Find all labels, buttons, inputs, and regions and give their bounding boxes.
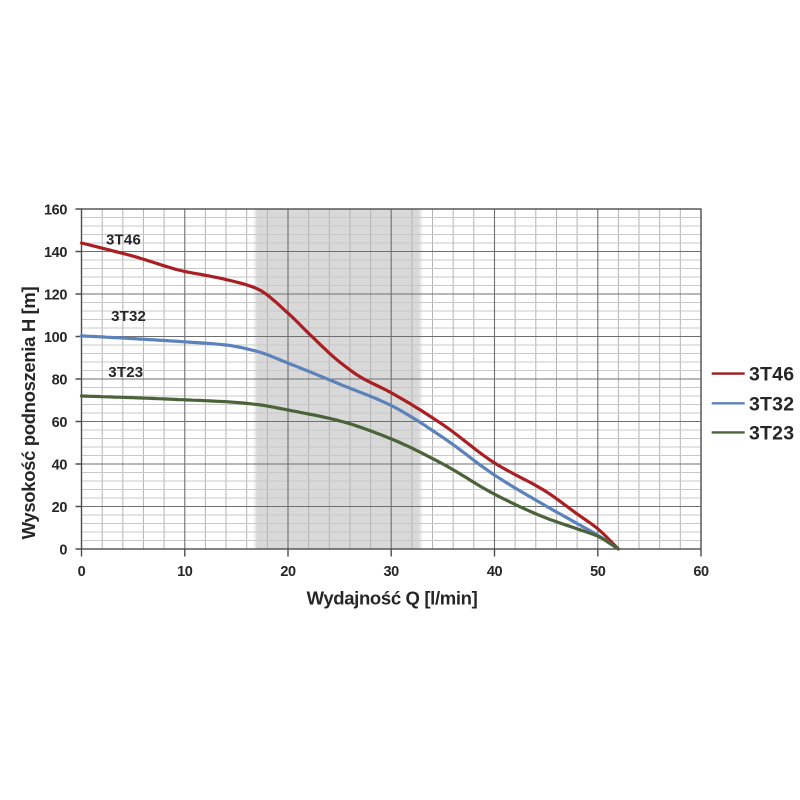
svg-text:100: 100 (44, 330, 67, 346)
svg-text:120: 120 (44, 288, 67, 304)
svg-text:80: 80 (52, 373, 68, 389)
svg-text:10: 10 (177, 564, 193, 580)
svg-text:3T32: 3T32 (749, 393, 794, 415)
svg-text:Wydajność Q [l/min]: Wydajność Q [l/min] (307, 588, 478, 609)
svg-text:160: 160 (44, 203, 67, 219)
svg-text:20: 20 (52, 500, 68, 516)
svg-text:Wysokość podnoszenia H [m]: Wysokość podnoszenia H [m] (18, 286, 39, 539)
svg-text:60: 60 (693, 564, 709, 580)
svg-text:40: 40 (487, 564, 503, 580)
svg-text:0: 0 (78, 564, 86, 580)
svg-text:50: 50 (590, 564, 606, 580)
svg-text:3T23: 3T23 (749, 422, 794, 444)
svg-text:40: 40 (52, 458, 68, 474)
svg-text:20: 20 (280, 564, 296, 580)
svg-text:60: 60 (52, 415, 68, 431)
svg-text:3T46: 3T46 (106, 232, 141, 249)
svg-text:140: 140 (44, 245, 67, 261)
svg-text:3T32: 3T32 (111, 308, 146, 325)
svg-text:30: 30 (384, 564, 400, 580)
svg-text:3T46: 3T46 (749, 364, 794, 386)
svg-text:3T23: 3T23 (108, 364, 143, 381)
svg-text:0: 0 (59, 543, 67, 559)
